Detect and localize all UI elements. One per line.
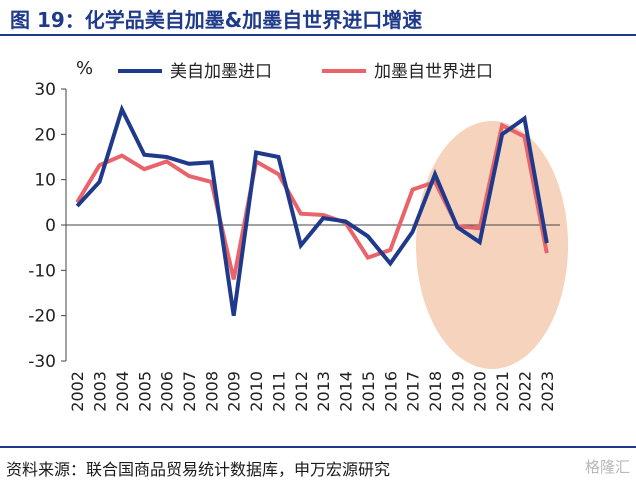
bottom-rule <box>0 446 636 448</box>
x-tick-label: 2004 <box>113 371 132 412</box>
title-rule <box>0 34 636 36</box>
y-tick-label: -20 <box>28 307 56 327</box>
y-tick-label: 20 <box>34 125 56 145</box>
x-tick-label: 2011 <box>269 371 288 412</box>
legend-item-world-import: 加墨自世界进口 <box>374 62 493 82</box>
y-tick-label: 0 <box>45 216 56 236</box>
x-tick-label: 2010 <box>247 371 266 412</box>
x-tick-label: 2017 <box>404 371 423 412</box>
x-tick-label: 2002 <box>68 371 87 412</box>
y-tick-label: 30 <box>34 80 56 100</box>
y-tick-label: -10 <box>28 261 56 281</box>
x-tick-label: 2005 <box>135 371 154 412</box>
x-tick-label: 2022 <box>515 371 534 412</box>
watermark: 格隆汇 <box>584 458 630 476</box>
x-tick-label: 2003 <box>91 371 110 412</box>
x-tick-label: 2018 <box>426 371 445 412</box>
source-note: 资料来源：联合国商品贸易统计数据库，申万宏源研究 <box>6 460 391 479</box>
x-tick-label: 2023 <box>538 371 557 412</box>
series-line-us-import <box>75 104 549 316</box>
x-tick-label: 2019 <box>448 371 467 412</box>
highlight-ellipse <box>415 121 569 369</box>
x-tick-label: 2015 <box>359 371 378 412</box>
series-line-world-import <box>75 122 549 280</box>
legend-item-us-import: 美自加墨进口 <box>170 62 272 82</box>
x-tick-label: 2021 <box>493 371 512 412</box>
x-tick-label: 2013 <box>314 371 333 412</box>
x-tick-label: 2008 <box>202 371 221 412</box>
y-tick-label: -30 <box>28 352 56 372</box>
y-axis-unit-label: % <box>76 58 93 79</box>
x-tick-label: 2006 <box>158 371 177 412</box>
x-tick-label: 2020 <box>471 371 490 412</box>
y-tick-label: 10 <box>34 171 56 191</box>
figure-title: 图 19：化学品美自加墨&加墨自世界进口增速 <box>10 8 423 32</box>
x-tick-label: 2014 <box>337 371 356 412</box>
x-tick-label: 2016 <box>381 371 400 412</box>
x-tick-label: 2007 <box>180 371 199 412</box>
x-tick-label: 2009 <box>225 371 244 412</box>
x-tick-label: 2012 <box>292 371 311 412</box>
